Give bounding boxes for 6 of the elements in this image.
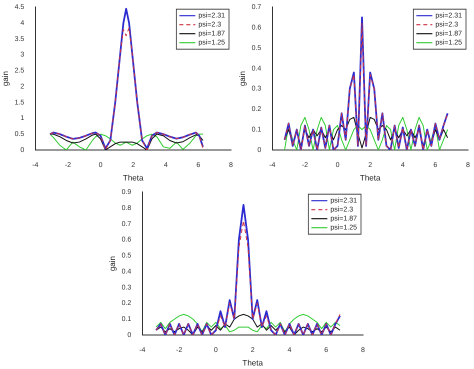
y-axis-title: gain xyxy=(108,256,118,272)
x-axis-title: Theta xyxy=(122,173,144,182)
x-axis-title: Theta xyxy=(360,173,381,182)
y-axis-title: gain xyxy=(238,71,248,86)
x-axis-title: Theta xyxy=(242,358,264,368)
y-axis-title: gain xyxy=(1,71,10,86)
